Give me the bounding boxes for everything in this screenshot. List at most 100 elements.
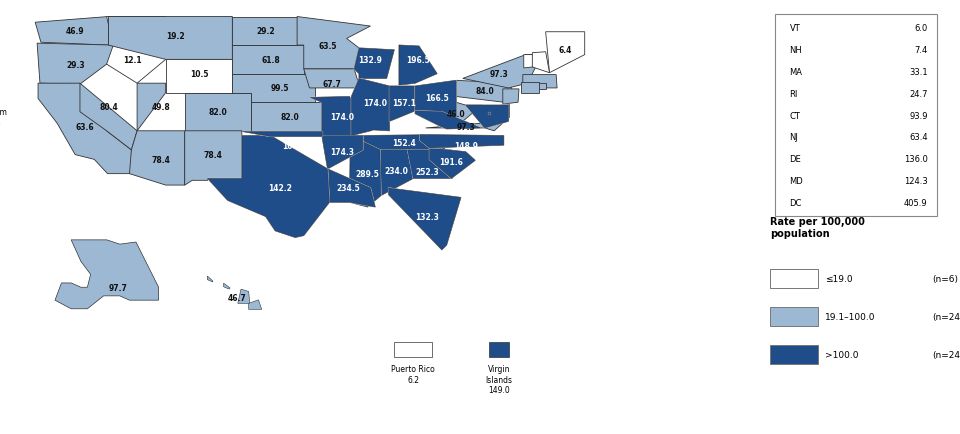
Text: 80.4: 80.4: [99, 103, 118, 112]
Polygon shape: [80, 84, 137, 151]
Polygon shape: [380, 151, 413, 196]
Polygon shape: [389, 188, 461, 250]
Polygon shape: [420, 135, 504, 148]
Text: 29.2: 29.2: [256, 27, 275, 36]
Text: 46.7: 46.7: [228, 293, 247, 302]
Text: 97.7: 97.7: [108, 284, 128, 293]
Polygon shape: [232, 17, 297, 46]
Polygon shape: [55, 240, 158, 309]
Polygon shape: [351, 79, 390, 136]
Polygon shape: [36, 17, 108, 46]
Text: 61.8: 61.8: [261, 56, 279, 65]
Text: 174.0: 174.0: [363, 99, 387, 108]
Text: 10.5: 10.5: [190, 70, 208, 79]
Polygon shape: [108, 17, 232, 60]
Text: 63.4: 63.4: [909, 133, 927, 142]
Polygon shape: [488, 113, 491, 115]
Polygon shape: [466, 106, 509, 128]
Text: 24.7: 24.7: [909, 89, 927, 99]
Polygon shape: [310, 97, 371, 136]
Polygon shape: [322, 136, 363, 170]
Text: 93.9: 93.9: [909, 111, 927, 120]
Text: ≤19.0: ≤19.0: [825, 274, 852, 283]
Polygon shape: [354, 49, 395, 79]
Bar: [771, 269, 818, 288]
Polygon shape: [429, 148, 475, 179]
Polygon shape: [420, 135, 504, 148]
Polygon shape: [166, 60, 232, 93]
Polygon shape: [503, 90, 519, 105]
Text: 157.1: 157.1: [392, 99, 416, 108]
Text: 289.5: 289.5: [355, 170, 379, 179]
Text: 84.0: 84.0: [475, 87, 494, 96]
Text: (n=24): (n=24): [932, 350, 960, 359]
Polygon shape: [297, 17, 371, 70]
Text: 405.9: 405.9: [904, 199, 927, 208]
Text: 99.5: 99.5: [271, 84, 289, 93]
Polygon shape: [303, 70, 359, 89]
Text: Rate per 100,000
population: Rate per 100,000 population: [771, 217, 865, 239]
Text: NJ: NJ: [789, 133, 799, 142]
Polygon shape: [363, 135, 444, 151]
Polygon shape: [395, 342, 432, 358]
Polygon shape: [399, 46, 437, 86]
Polygon shape: [545, 33, 585, 73]
Polygon shape: [327, 170, 375, 207]
Polygon shape: [488, 113, 491, 115]
Polygon shape: [184, 132, 242, 186]
Polygon shape: [224, 283, 230, 289]
Text: 191.6: 191.6: [440, 158, 464, 166]
Text: 124.3: 124.3: [903, 177, 927, 186]
Polygon shape: [523, 76, 557, 89]
Text: 67.7: 67.7: [323, 79, 342, 89]
Text: 19.2: 19.2: [166, 32, 184, 41]
Polygon shape: [429, 148, 475, 179]
Text: 116.1: 116.1: [396, 119, 420, 128]
Text: 152.4: 152.4: [392, 138, 416, 148]
Polygon shape: [408, 151, 452, 179]
Polygon shape: [232, 46, 303, 75]
Polygon shape: [327, 170, 375, 207]
Text: 6.0: 6.0: [914, 24, 927, 33]
Text: 78.4: 78.4: [152, 155, 170, 164]
Polygon shape: [354, 49, 395, 79]
Text: 132.9: 132.9: [358, 56, 382, 65]
Polygon shape: [390, 87, 415, 122]
Text: 29.3: 29.3: [66, 60, 84, 69]
Polygon shape: [232, 75, 315, 103]
Polygon shape: [501, 105, 509, 117]
Text: RI: RI: [789, 89, 798, 99]
Polygon shape: [399, 46, 437, 86]
Polygon shape: [207, 136, 329, 238]
Polygon shape: [107, 17, 166, 84]
Polygon shape: [322, 136, 363, 170]
Polygon shape: [533, 53, 549, 73]
Bar: [771, 307, 818, 326]
Text: VT: VT: [789, 24, 801, 33]
Bar: [775, 15, 937, 216]
Polygon shape: [349, 136, 381, 207]
Polygon shape: [425, 122, 505, 132]
Polygon shape: [436, 97, 482, 128]
Polygon shape: [415, 112, 481, 130]
Polygon shape: [521, 83, 539, 93]
Polygon shape: [238, 289, 250, 304]
Polygon shape: [389, 188, 461, 250]
Text: 166.5: 166.5: [425, 94, 449, 103]
Text: 132.3: 132.3: [416, 213, 440, 221]
Text: 82.0: 82.0: [208, 108, 228, 117]
Text: 78.4: 78.4: [204, 151, 223, 160]
Polygon shape: [415, 112, 481, 130]
Text: 148.9: 148.9: [454, 141, 478, 150]
Text: 33.1: 33.1: [909, 68, 927, 76]
Polygon shape: [380, 151, 413, 196]
Text: 82.0: 82.0: [280, 113, 299, 122]
Polygon shape: [429, 148, 475, 179]
Text: 19.1–100.0: 19.1–100.0: [825, 312, 876, 321]
Polygon shape: [488, 113, 491, 115]
Bar: [771, 345, 818, 364]
Polygon shape: [363, 135, 444, 151]
Polygon shape: [415, 81, 456, 127]
Polygon shape: [380, 151, 413, 196]
Polygon shape: [408, 151, 452, 179]
